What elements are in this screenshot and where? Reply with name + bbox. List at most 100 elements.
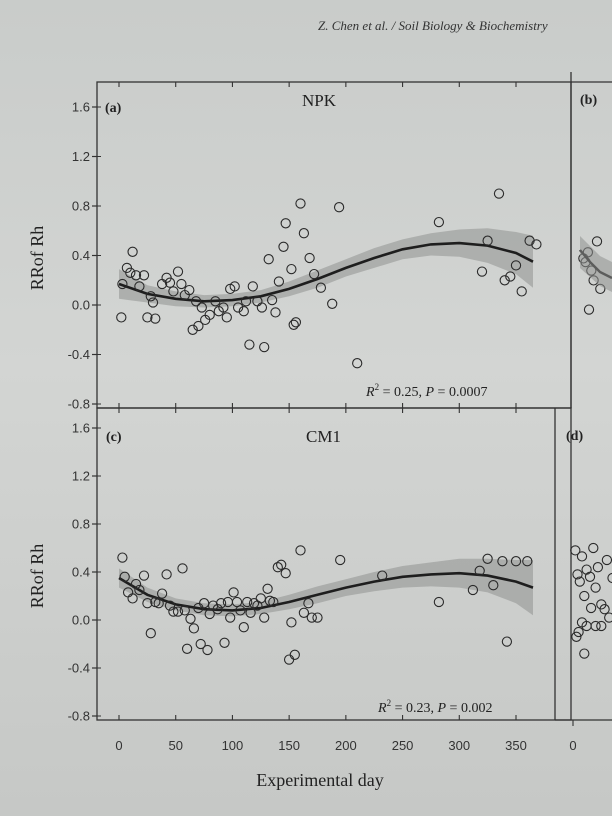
- data-point: [497, 556, 508, 567]
- x-tick-label: 0: [115, 738, 122, 753]
- data-point: [272, 562, 283, 573]
- data-point: [179, 605, 190, 616]
- data-point: [142, 598, 153, 609]
- x-tick-label: 350: [505, 738, 527, 753]
- panel-b-label: (b): [580, 93, 597, 108]
- y-tick-label: 0.8: [72, 517, 90, 532]
- data-point: [583, 304, 595, 315]
- data-point: [168, 606, 179, 617]
- data-point: [288, 319, 299, 330]
- data-point: [276, 559, 287, 570]
- data-point: [142, 312, 153, 323]
- y-tick-label: 1.6: [72, 421, 90, 436]
- data-point: [150, 313, 161, 324]
- data-point: [522, 556, 533, 567]
- data-point: [229, 281, 240, 292]
- data-point: [273, 276, 285, 287]
- data-point: [278, 241, 289, 252]
- data-point: [574, 576, 585, 587]
- panel-a-r2: 0.25: [394, 385, 419, 400]
- data-point: [531, 239, 542, 250]
- data-point: [156, 588, 168, 599]
- x-tick-label: 250: [392, 738, 414, 753]
- y-tick-label: -0.8: [68, 397, 90, 412]
- y-tick-label: 0.4: [72, 565, 90, 580]
- data-point: [153, 598, 164, 609]
- data-point: [510, 260, 522, 271]
- data-point: [572, 569, 583, 580]
- data-point: [210, 296, 221, 307]
- data-point: [164, 600, 176, 611]
- y-tick-label: 0.0: [72, 298, 90, 313]
- data-point: [505, 271, 516, 282]
- x-axis-title: Experimental day: [256, 770, 383, 790]
- data-point: [352, 358, 363, 369]
- x-tick-label: 100: [222, 738, 244, 753]
- data-point: [467, 584, 479, 596]
- data-point: [244, 339, 255, 350]
- data-point: [476, 266, 488, 277]
- data-point: [117, 552, 128, 563]
- data-point: [304, 252, 315, 264]
- data-point: [592, 562, 604, 573]
- panel-c-statistics: R2 = 0.23, P = 0.002: [377, 698, 492, 716]
- data-point: [573, 626, 584, 638]
- y-tick-label: -0.8: [68, 709, 90, 724]
- y-tick-label: -0.4: [68, 661, 90, 676]
- data-point: [145, 628, 156, 639]
- x-tick-label: 300: [448, 738, 470, 753]
- data-point: [599, 604, 610, 615]
- data-point: [433, 596, 445, 608]
- x-tick-label: 150: [278, 738, 300, 753]
- data-point: [590, 620, 601, 632]
- data-point: [116, 312, 127, 323]
- data-point: [607, 572, 612, 584]
- data-point: [433, 216, 445, 228]
- data-point: [596, 620, 607, 632]
- panel-c-y-axis-title: RRof Rh: [27, 544, 47, 609]
- data-point: [188, 623, 200, 634]
- y-tick-label: 1.2: [72, 469, 90, 484]
- data-point: [238, 622, 249, 633]
- data-point: [204, 309, 215, 321]
- data-point: [138, 570, 150, 581]
- y-tick-label: 0.0: [72, 613, 90, 628]
- y-tick-label: 1.6: [72, 100, 90, 115]
- data-point: [290, 317, 302, 328]
- data-point: [482, 553, 493, 564]
- panel-a-p: 0.0007: [449, 385, 488, 400]
- data-point: [581, 564, 592, 575]
- data-point: [127, 246, 138, 257]
- data-point: [238, 306, 249, 317]
- panel-d-label: (d): [566, 429, 583, 444]
- data-point: [119, 571, 130, 582]
- data-point: [482, 235, 493, 246]
- panel-d-plot: [570, 542, 612, 659]
- data-point: [266, 294, 278, 306]
- data-point: [177, 563, 188, 574]
- x-tick-label-right-panel: 0: [569, 738, 576, 753]
- data-point: [335, 554, 346, 566]
- data-point: [303, 598, 314, 609]
- panel-a-confidence-band: [119, 228, 533, 308]
- data-point: [193, 320, 204, 332]
- panel-b-confidence-band: [580, 236, 612, 292]
- data-point: [187, 324, 198, 335]
- panel-c-title: CM1: [306, 427, 341, 446]
- x-tick-label: 50: [168, 738, 182, 753]
- data-point: [268, 596, 279, 608]
- data-point: [168, 286, 179, 297]
- data-point: [212, 604, 223, 615]
- y-tick-label: 0.8: [72, 199, 90, 214]
- data-point: [225, 612, 236, 623]
- data-point: [172, 266, 184, 277]
- panel-a-statistics: R2 = 0.25, P = 0.0007: [365, 382, 487, 400]
- data-point: [327, 298, 338, 309]
- data-point: [570, 545, 581, 556]
- data-point: [280, 218, 291, 229]
- panel-a-fit-curve: [118, 241, 534, 303]
- data-point: [147, 297, 159, 308]
- data-point: [259, 612, 270, 623]
- data-point: [117, 278, 128, 290]
- data-point: [289, 649, 300, 660]
